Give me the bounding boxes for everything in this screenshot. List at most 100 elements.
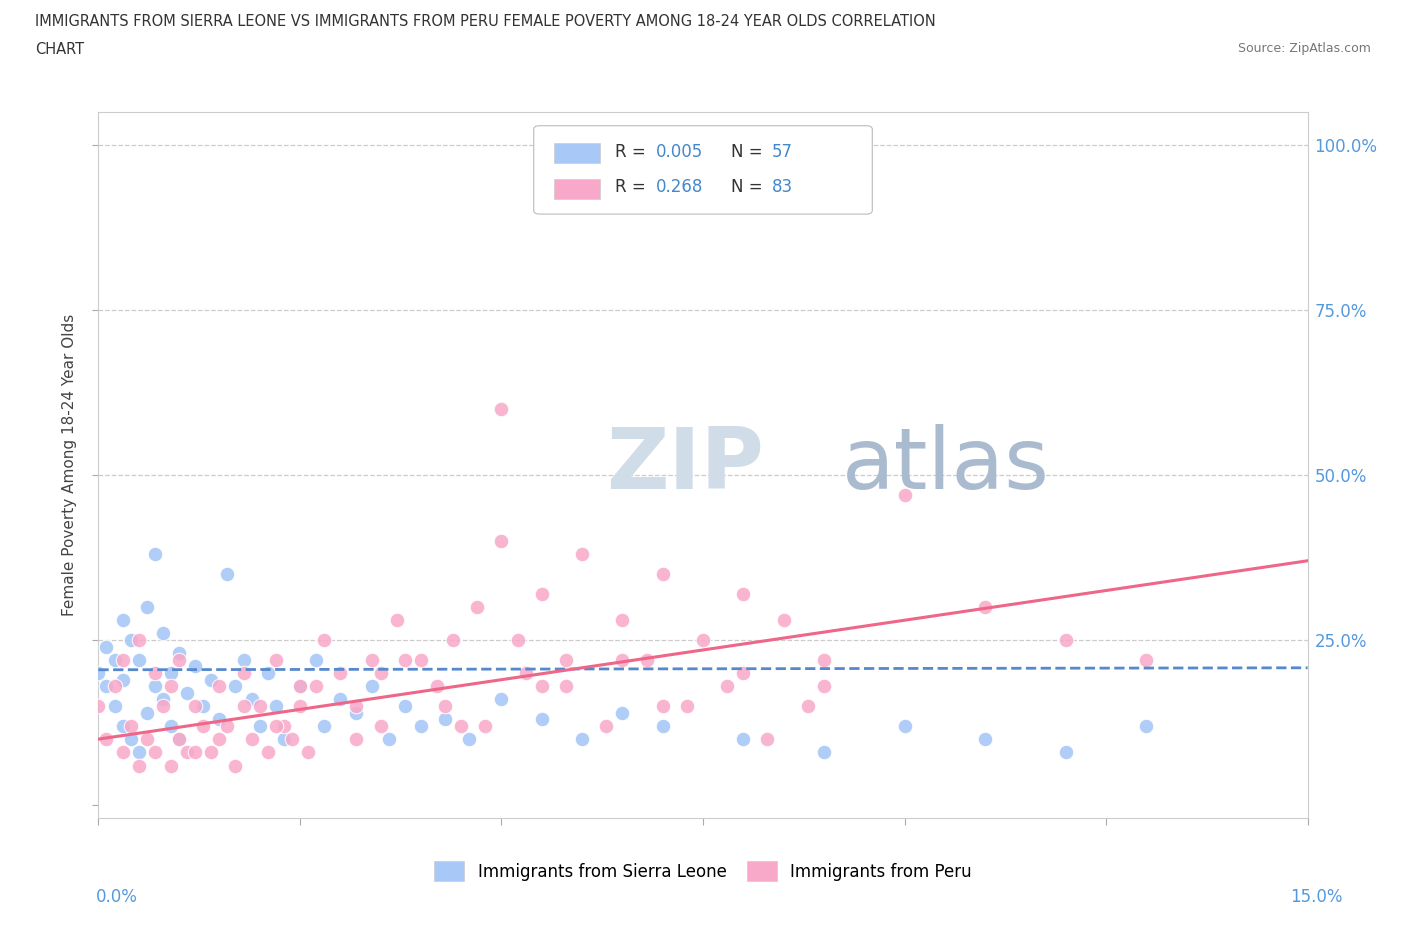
- Point: [240, 692, 263, 707]
- Point: [370, 719, 392, 734]
- Point: [167, 645, 190, 660]
- Point: [305, 679, 328, 694]
- Point: [120, 732, 142, 747]
- Text: N =: N =: [731, 143, 768, 161]
- Point: [893, 719, 915, 734]
- Point: [555, 653, 578, 668]
- Point: [612, 613, 634, 628]
- Point: [361, 679, 384, 694]
- Text: R =: R =: [614, 143, 651, 161]
- Text: atlas: atlas: [842, 423, 1050, 507]
- Point: [281, 732, 304, 747]
- Point: [530, 711, 553, 726]
- Point: [733, 587, 755, 602]
- Point: [441, 632, 464, 647]
- Point: [152, 692, 174, 707]
- Point: [491, 692, 513, 707]
- Point: [111, 653, 134, 668]
- Point: [394, 653, 416, 668]
- Point: [193, 698, 215, 713]
- Point: [491, 402, 513, 417]
- Text: IMMIGRANTS FROM SIERRA LEONE VS IMMIGRANTS FROM PERU FEMALE POVERTY AMONG 18-24 : IMMIGRANTS FROM SIERRA LEONE VS IMMIGRAN…: [35, 14, 936, 29]
- Point: [595, 719, 617, 734]
- Point: [103, 679, 125, 694]
- Point: [232, 666, 254, 681]
- Point: [297, 745, 319, 760]
- Point: [273, 732, 295, 747]
- Point: [208, 732, 231, 747]
- Point: [314, 719, 336, 734]
- Point: [128, 758, 150, 773]
- Point: [96, 679, 118, 694]
- Point: [160, 719, 183, 734]
- Point: [143, 666, 166, 681]
- Point: [288, 679, 311, 694]
- Point: [152, 698, 174, 713]
- Point: [103, 698, 125, 713]
- Text: N =: N =: [731, 179, 768, 196]
- Point: [344, 698, 367, 713]
- Point: [128, 745, 150, 760]
- Point: [184, 659, 207, 674]
- Text: 0.0%: 0.0%: [96, 888, 138, 906]
- Point: [208, 711, 231, 726]
- Point: [409, 719, 432, 734]
- Point: [716, 679, 738, 694]
- Point: [651, 719, 673, 734]
- Point: [160, 666, 183, 681]
- Point: [434, 698, 457, 713]
- Point: [200, 672, 222, 687]
- Point: [200, 745, 222, 760]
- Point: [217, 719, 239, 734]
- Point: [344, 705, 367, 720]
- Point: [571, 547, 593, 562]
- Point: [409, 653, 432, 668]
- Point: [120, 719, 142, 734]
- Point: [434, 711, 457, 726]
- Point: [103, 653, 125, 668]
- Text: CHART: CHART: [35, 42, 84, 57]
- Point: [264, 698, 287, 713]
- FancyBboxPatch shape: [534, 126, 872, 214]
- Point: [571, 732, 593, 747]
- Point: [208, 679, 231, 694]
- Point: [733, 666, 755, 681]
- Point: [458, 732, 481, 747]
- Point: [692, 632, 714, 647]
- Point: [224, 758, 246, 773]
- Text: 83: 83: [772, 179, 793, 196]
- Point: [256, 745, 278, 760]
- Y-axis label: Female Poverty Among 18-24 Year Olds: Female Poverty Among 18-24 Year Olds: [62, 314, 77, 617]
- Point: [813, 653, 835, 668]
- Point: [176, 745, 198, 760]
- Point: [167, 732, 190, 747]
- Point: [651, 566, 673, 581]
- Point: [329, 692, 352, 707]
- Point: [184, 698, 207, 713]
- Point: [176, 685, 198, 700]
- Point: [329, 666, 352, 681]
- Point: [273, 719, 295, 734]
- Point: [385, 613, 408, 628]
- Point: [249, 698, 271, 713]
- Point: [756, 732, 779, 747]
- Point: [515, 666, 537, 681]
- Point: [111, 745, 134, 760]
- Point: [733, 732, 755, 747]
- Point: [288, 698, 311, 713]
- Point: [120, 632, 142, 647]
- Point: [314, 632, 336, 647]
- Point: [193, 719, 215, 734]
- Point: [96, 639, 118, 654]
- Point: [249, 719, 271, 734]
- Point: [612, 705, 634, 720]
- Point: [370, 666, 392, 681]
- Point: [361, 653, 384, 668]
- Text: 0.005: 0.005: [655, 143, 703, 161]
- Point: [1135, 653, 1157, 668]
- Text: Source: ZipAtlas.com: Source: ZipAtlas.com: [1237, 42, 1371, 55]
- Point: [893, 487, 915, 502]
- Text: ZIP: ZIP: [606, 423, 763, 507]
- Point: [813, 679, 835, 694]
- Point: [217, 566, 239, 581]
